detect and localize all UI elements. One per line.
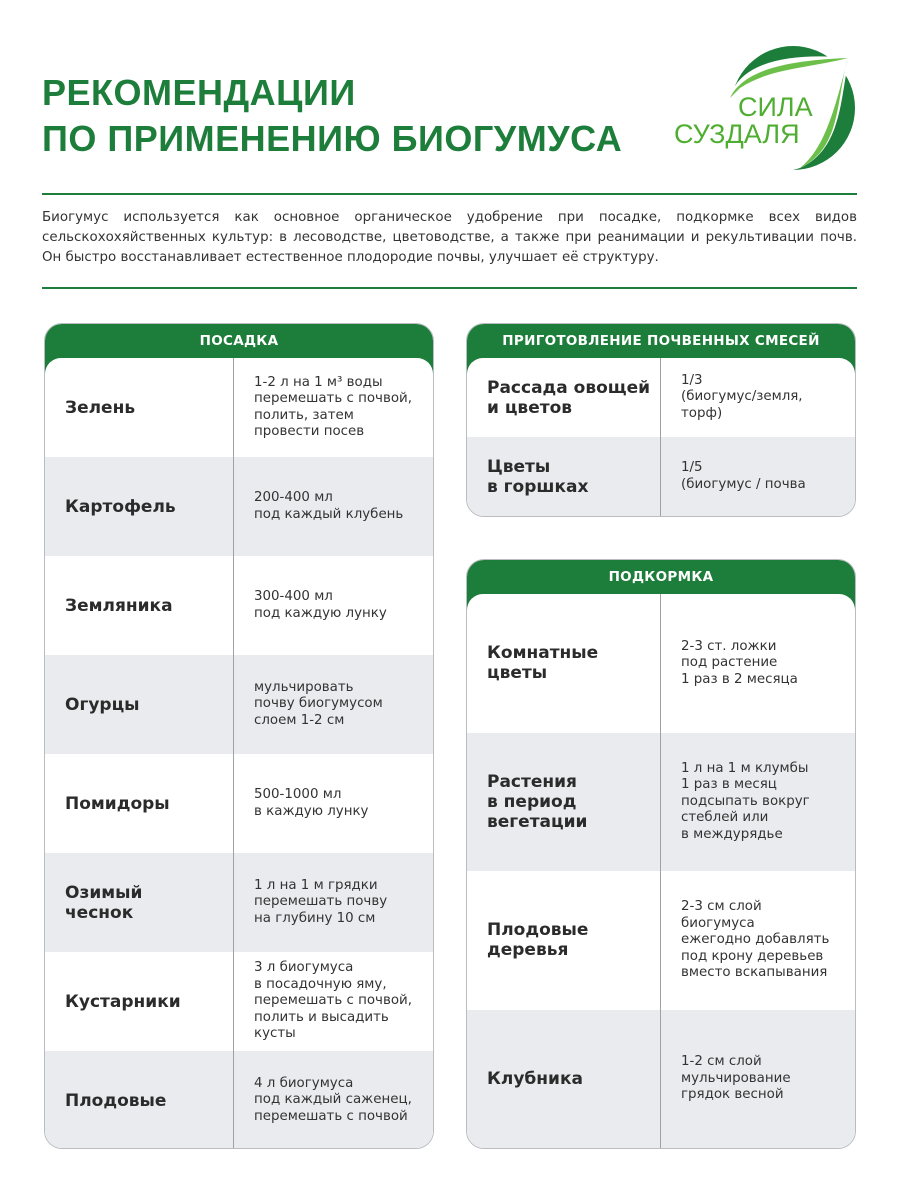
svg-text:СУЗДАЛЯ: СУЗДАЛЯ bbox=[674, 119, 800, 149]
feeding-table: ПОДКОРМКА Комнатные цветы 2-3 ст. ложки п… bbox=[466, 559, 856, 1149]
logo: СИЛА СУЗДАЛЯ bbox=[674, 46, 855, 173]
crop-name: Зелень bbox=[45, 358, 234, 457]
table-body: Комнатные цветы 2-3 ст. ложки под растени… bbox=[467, 594, 855, 1148]
divider bbox=[42, 193, 857, 195]
dosage-text: 1 л на 1 м клумбы 1 раз в месяц подсыпат… bbox=[681, 760, 810, 842]
soil-mixes-table: ПРИГОТОВЛЕНИЕ ПОЧВЕННЫХ СМЕСЕЙ Рассада о… bbox=[466, 323, 856, 517]
crop-name: Земляника bbox=[45, 556, 234, 655]
dosage-text: 3 л биогумуса в посадочную яму, перемеша… bbox=[254, 960, 413, 1042]
dosage-text: 1/5 (биогумус / почва bbox=[681, 460, 806, 492]
crop-name: Огурцы bbox=[45, 655, 234, 754]
crop-name: Помидоры bbox=[45, 754, 234, 853]
dosage-text: 300-400 мл под каждую лунку bbox=[254, 589, 387, 621]
page-title: РЕКОМЕНДАЦИИ ПО ПРИМЕНЕНИЮ БИОГУМУСА bbox=[42, 72, 623, 159]
crop-name: Цветы в горшках bbox=[467, 437, 661, 516]
table-row: Рассада овощей и цветов 1/3 (биогумус/зем… bbox=[467, 358, 855, 437]
table-body: Рассада овощей и цветов 1/3 (биогумус/зем… bbox=[467, 358, 855, 516]
svg-text:СИЛА: СИЛА bbox=[738, 92, 813, 122]
table-row: Комнатные цветы 2-3 ст. ложки под растени… bbox=[467, 594, 855, 733]
table-row: Земляника 300-400 мл под каждую лунку bbox=[45, 556, 433, 655]
table-row: Клубника 1-2 см слой мульчирование грядок… bbox=[467, 1009, 855, 1148]
table-row: Озимый чеснок 1 л на 1 м грядки перемешат… bbox=[45, 853, 433, 952]
table-row: Кустарники 3 л биогумуса в посадочную яму… bbox=[45, 952, 433, 1051]
dosage-text: мульчировать почву биогумусом слоем 1-2 … bbox=[254, 679, 383, 728]
crop-name: Кустарники bbox=[45, 952, 234, 1051]
crop-name: Комнатные цветы bbox=[467, 594, 661, 733]
crop-name: Клубника bbox=[467, 1009, 661, 1148]
dosage-text: 1-2 см слой мульчирование грядок весной bbox=[681, 1054, 791, 1102]
dosage-text: 1 л на 1 м грядки перемешать почву на гл… bbox=[254, 877, 388, 926]
crop-name: Растения в период вегетации bbox=[467, 732, 661, 871]
table-body: Зелень 1-2 л на 1 м³ воды перемешать с по… bbox=[45, 358, 433, 1148]
dosage-text: 1/3 (биогумус/земля, торф) bbox=[681, 372, 803, 421]
planting-table: ПОСАДКА Зелень 1-2 л на 1 м³ воды перемеш… bbox=[44, 323, 434, 1149]
divider bbox=[42, 287, 857, 289]
dosage-text: 500-1000 мл в каждую лунку bbox=[254, 787, 369, 819]
table-row: Цветы в горшках 1/5 (биогумус / почва bbox=[467, 437, 855, 516]
crop-name: Плодовые bbox=[45, 1051, 234, 1148]
crop-name: Плодовые деревья bbox=[467, 871, 661, 1010]
intro-text: Биогумус используется как основное орган… bbox=[42, 210, 857, 265]
table-row: Плодовые деревья 2-3 см слой биогумуса еж… bbox=[467, 871, 855, 1010]
table-row: Огурцы мульчировать почву биогумусом слое… bbox=[45, 655, 433, 754]
dosage-text: 2-3 см слой биогумуса ежегодно добавлять… bbox=[681, 899, 830, 980]
dosage-text: 2-3 ст. ложки под растение 1 раз в 2 мес… bbox=[681, 638, 798, 687]
table-row: Плодовые 4 л биогумуса под каждый саженец… bbox=[45, 1051, 433, 1148]
table-row: Зелень 1-2 л на 1 м³ воды перемешать с по… bbox=[45, 358, 433, 457]
crop-name: Рассада овощей и цветов bbox=[467, 358, 661, 437]
dosage-text: 200-400 мл под каждый клубень bbox=[254, 490, 404, 522]
dosage-text: 4 л биогумуса под каждый саженец, переме… bbox=[254, 1075, 412, 1124]
table-row: Растения в период вегетации 1 л на 1 м кл… bbox=[467, 732, 855, 871]
table-row: Картофель 200-400 мл под каждый клубень bbox=[45, 457, 433, 556]
crop-name: Картофель bbox=[45, 457, 234, 556]
dosage-text: 1-2 л на 1 м³ воды перемешать с почвой, … bbox=[254, 374, 413, 440]
table-row: Помидоры 500-1000 мл в каждую лунку bbox=[45, 754, 433, 853]
crop-name: Озимый чеснок bbox=[45, 853, 234, 952]
